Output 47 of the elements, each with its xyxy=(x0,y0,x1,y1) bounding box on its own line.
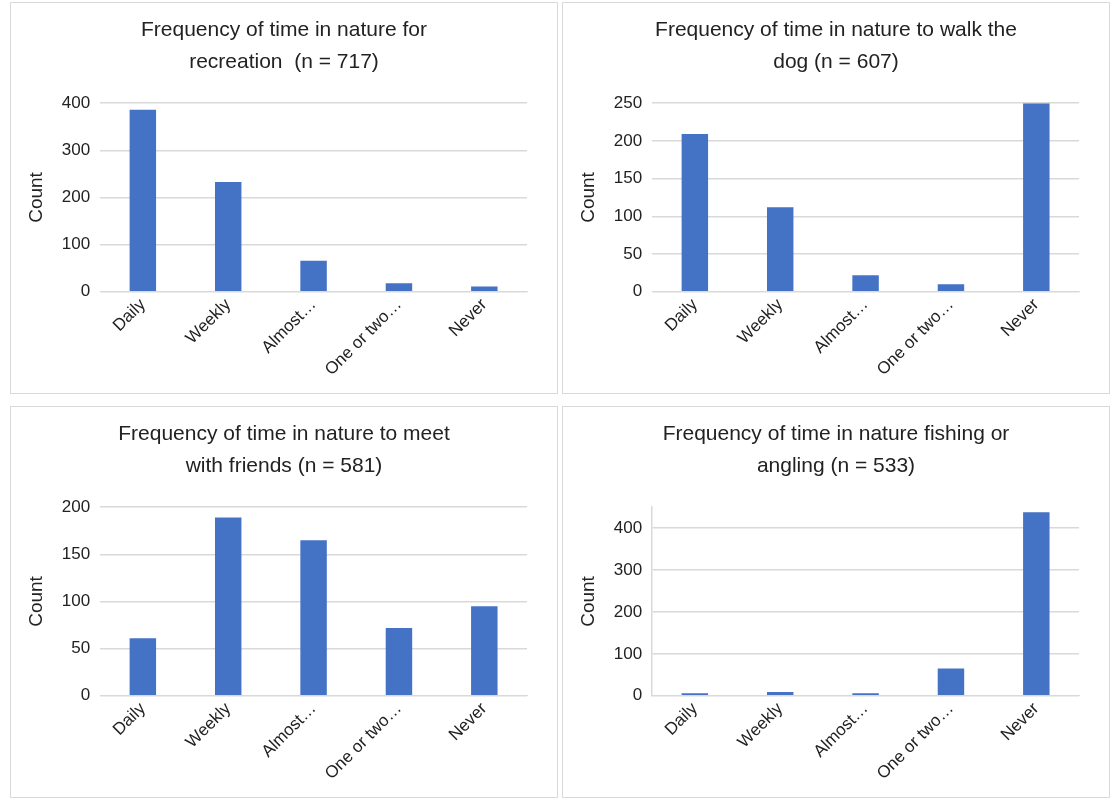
y-tick-label: 250 xyxy=(613,92,643,112)
y-tick-label: 0 xyxy=(80,281,91,301)
bar xyxy=(214,181,242,292)
y-tick-label: 200 xyxy=(61,187,91,207)
chart-title: Frequency of time in nature fishing or angling (n = 533) xyxy=(661,420,1011,478)
y-tick-label: 200 xyxy=(613,130,643,150)
y-tick-label: 100 xyxy=(613,643,643,663)
y-axis-title: Count xyxy=(24,171,46,223)
y-tick-label: 50 xyxy=(623,243,643,263)
y-tick-label: 150 xyxy=(61,544,91,564)
y-axis-title: Count xyxy=(24,575,46,627)
bar xyxy=(385,627,413,696)
bar xyxy=(129,638,157,696)
bar xyxy=(214,517,242,696)
y-tick-label: 100 xyxy=(613,206,643,226)
y-tick-label: 300 xyxy=(613,559,643,579)
bar xyxy=(300,540,327,696)
bar xyxy=(471,606,498,696)
bar xyxy=(937,668,965,696)
bar xyxy=(385,283,413,292)
bar xyxy=(937,284,965,292)
y-tick-label: 50 xyxy=(71,638,91,658)
bar xyxy=(1023,512,1050,696)
y-axis-title: Count xyxy=(576,575,598,627)
y-axis-title: Count xyxy=(576,171,598,223)
y-tick-label: 200 xyxy=(61,496,91,516)
y-tick-label: 400 xyxy=(61,92,91,112)
y-tick-label: 200 xyxy=(613,601,643,621)
y-tick-label: 300 xyxy=(61,140,91,160)
y-tick-label: 0 xyxy=(632,685,643,705)
bar xyxy=(1023,103,1050,292)
bar xyxy=(129,109,157,292)
bar xyxy=(300,260,327,292)
y-tick-label: 100 xyxy=(61,234,91,254)
y-tick-label: 0 xyxy=(632,281,643,301)
bar xyxy=(471,286,498,292)
chart-title: Frequency of time in nature to walk the dog (n = 607) xyxy=(654,16,1018,74)
bar xyxy=(766,691,794,696)
chart-title: Frequency of time in nature for recreation (n = 717) xyxy=(140,16,428,74)
y-tick-label: 400 xyxy=(613,517,643,537)
bar xyxy=(681,134,709,292)
y-tick-label: 0 xyxy=(80,685,91,705)
chart-title: Frequency of time in nature to meet with friends (n = 581) xyxy=(117,420,451,478)
bar xyxy=(852,275,879,292)
y-tick-label: 150 xyxy=(613,168,643,188)
bar xyxy=(766,207,794,292)
y-tick-label: 100 xyxy=(61,591,91,611)
